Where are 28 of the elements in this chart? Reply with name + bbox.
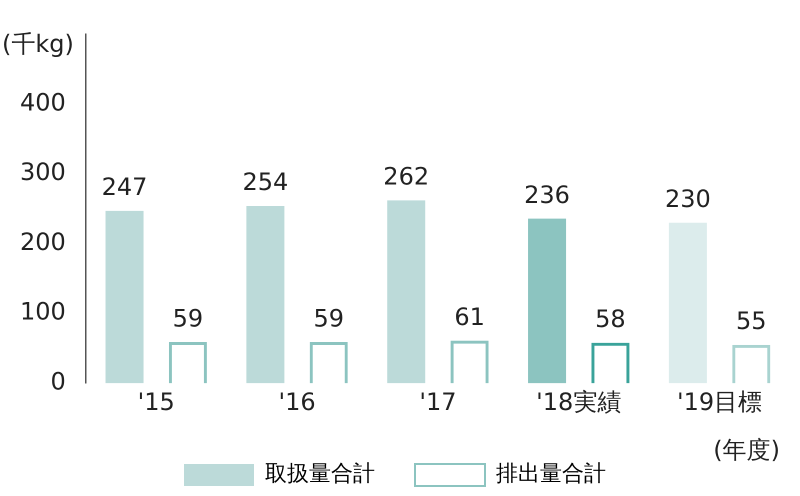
- data-label: 230: [664, 184, 711, 213]
- x-tick-label: '17: [419, 388, 456, 416]
- data-label: 262: [383, 162, 430, 191]
- legend-label: 排出量合計: [496, 462, 606, 487]
- x-tick-label: '16: [278, 388, 316, 416]
- bar: [387, 200, 426, 384]
- y-tick-label: 200: [20, 228, 66, 256]
- x-tick-label: '18実績: [536, 388, 622, 416]
- x-tick-label: '15: [138, 388, 175, 416]
- data-label: 61: [454, 302, 485, 331]
- data-label: 236: [524, 180, 570, 209]
- legend-label: 取扱量合計: [265, 462, 375, 487]
- bar: [246, 206, 284, 384]
- text: (年度): [713, 436, 780, 464]
- y-tick-label: 400: [20, 88, 66, 116]
- y-tick-label: 0: [50, 367, 66, 396]
- data-label: 58: [595, 304, 626, 333]
- data-label: 59: [313, 304, 344, 332]
- y-tick-label: 100: [20, 298, 66, 326]
- x-tick-label: '19目標: [677, 388, 762, 416]
- y-tick-label: 300: [20, 158, 66, 186]
- y-axis-title: (千kg): [2, 30, 74, 58]
- data-label: 254: [242, 168, 288, 196]
- bar: [106, 210, 144, 384]
- data-label: 247: [102, 173, 148, 202]
- bar: [668, 222, 707, 384]
- data-label: 59: [172, 304, 204, 332]
- data-label: 55: [736, 307, 767, 336]
